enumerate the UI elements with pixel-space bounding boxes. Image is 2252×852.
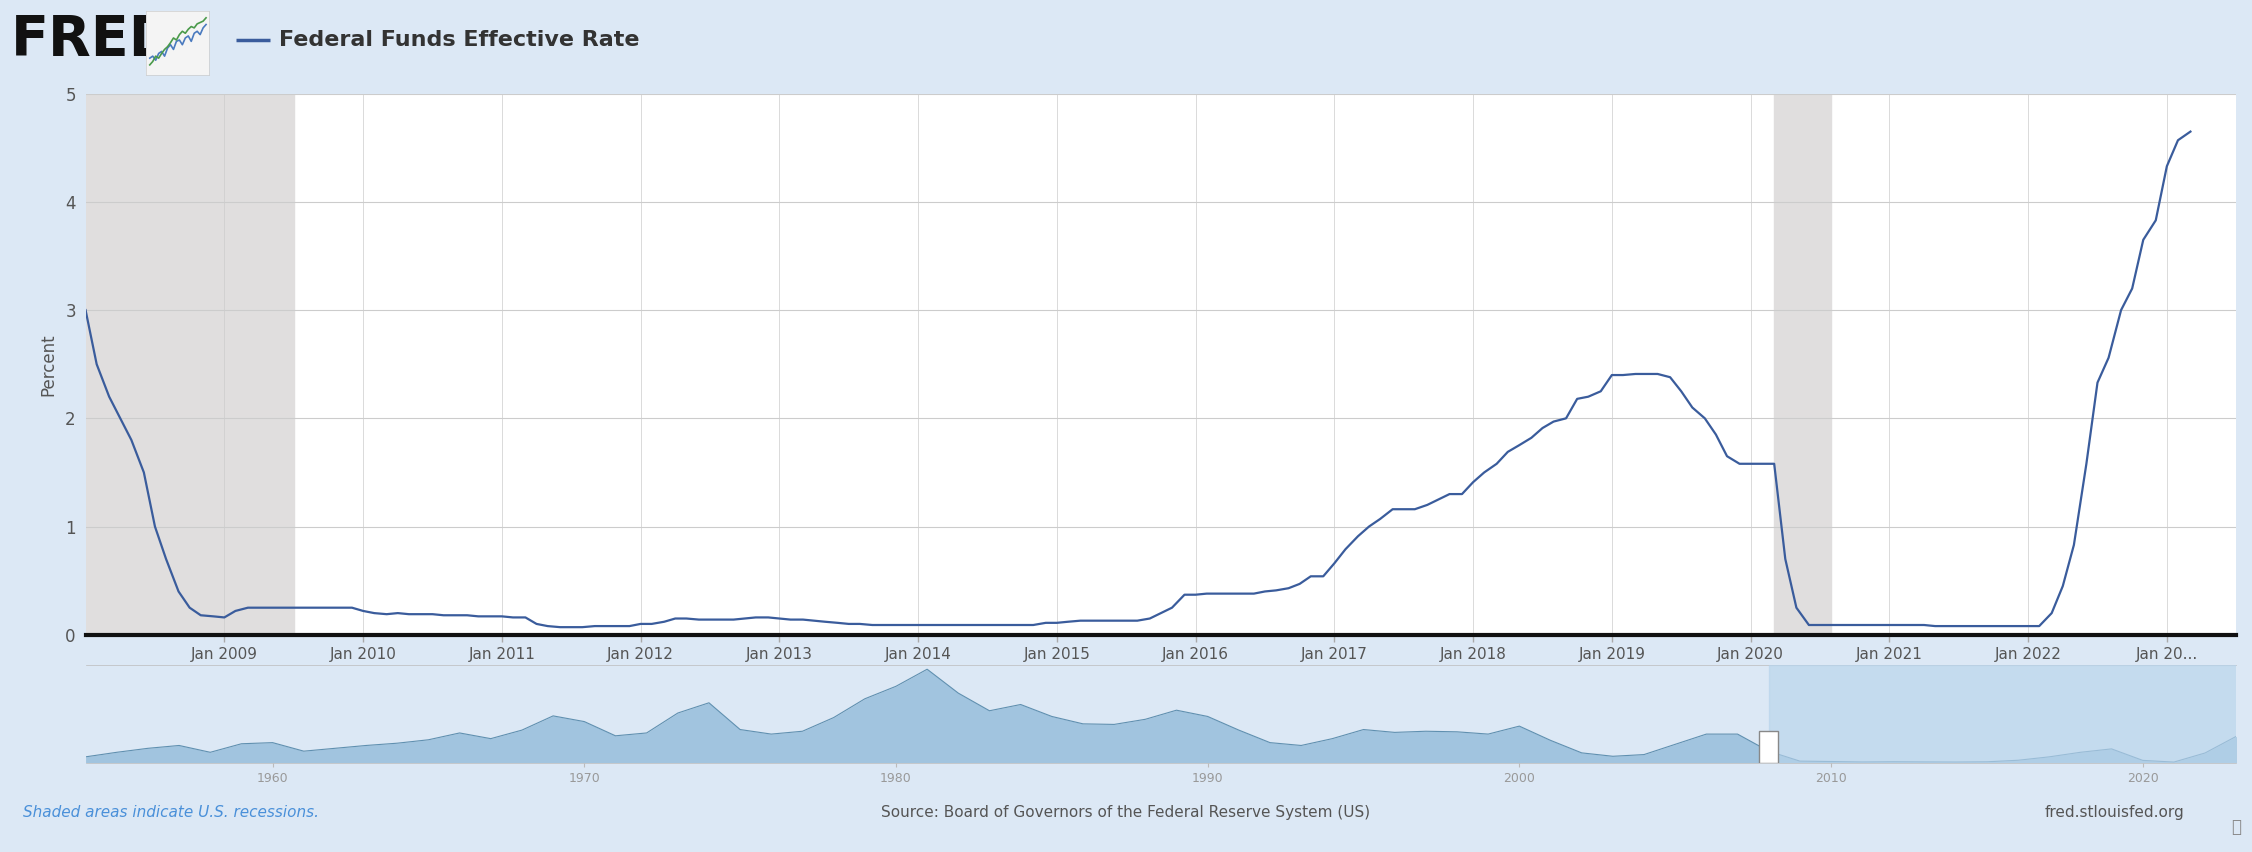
Bar: [86, 94, 293, 635]
Text: Shaded areas indicate U.S. recessions.: Shaded areas indicate U.S. recessions.: [23, 804, 318, 820]
Y-axis label: Percent: Percent: [38, 333, 56, 395]
Bar: [1775, 94, 1831, 635]
Bar: [1759, 731, 1779, 763]
Text: FRED: FRED: [11, 14, 176, 67]
Text: fred.stlouisfed.org: fred.stlouisfed.org: [2045, 804, 2184, 820]
Bar: [2243, 731, 2252, 763]
Text: ⛶: ⛶: [2232, 818, 2241, 836]
Bar: [1768, 665, 2252, 763]
Text: Federal Funds Effective Rate: Federal Funds Effective Rate: [279, 31, 640, 50]
Text: Source: Board of Governors of the Federal Reserve System (US): Source: Board of Governors of the Federa…: [881, 804, 1371, 820]
